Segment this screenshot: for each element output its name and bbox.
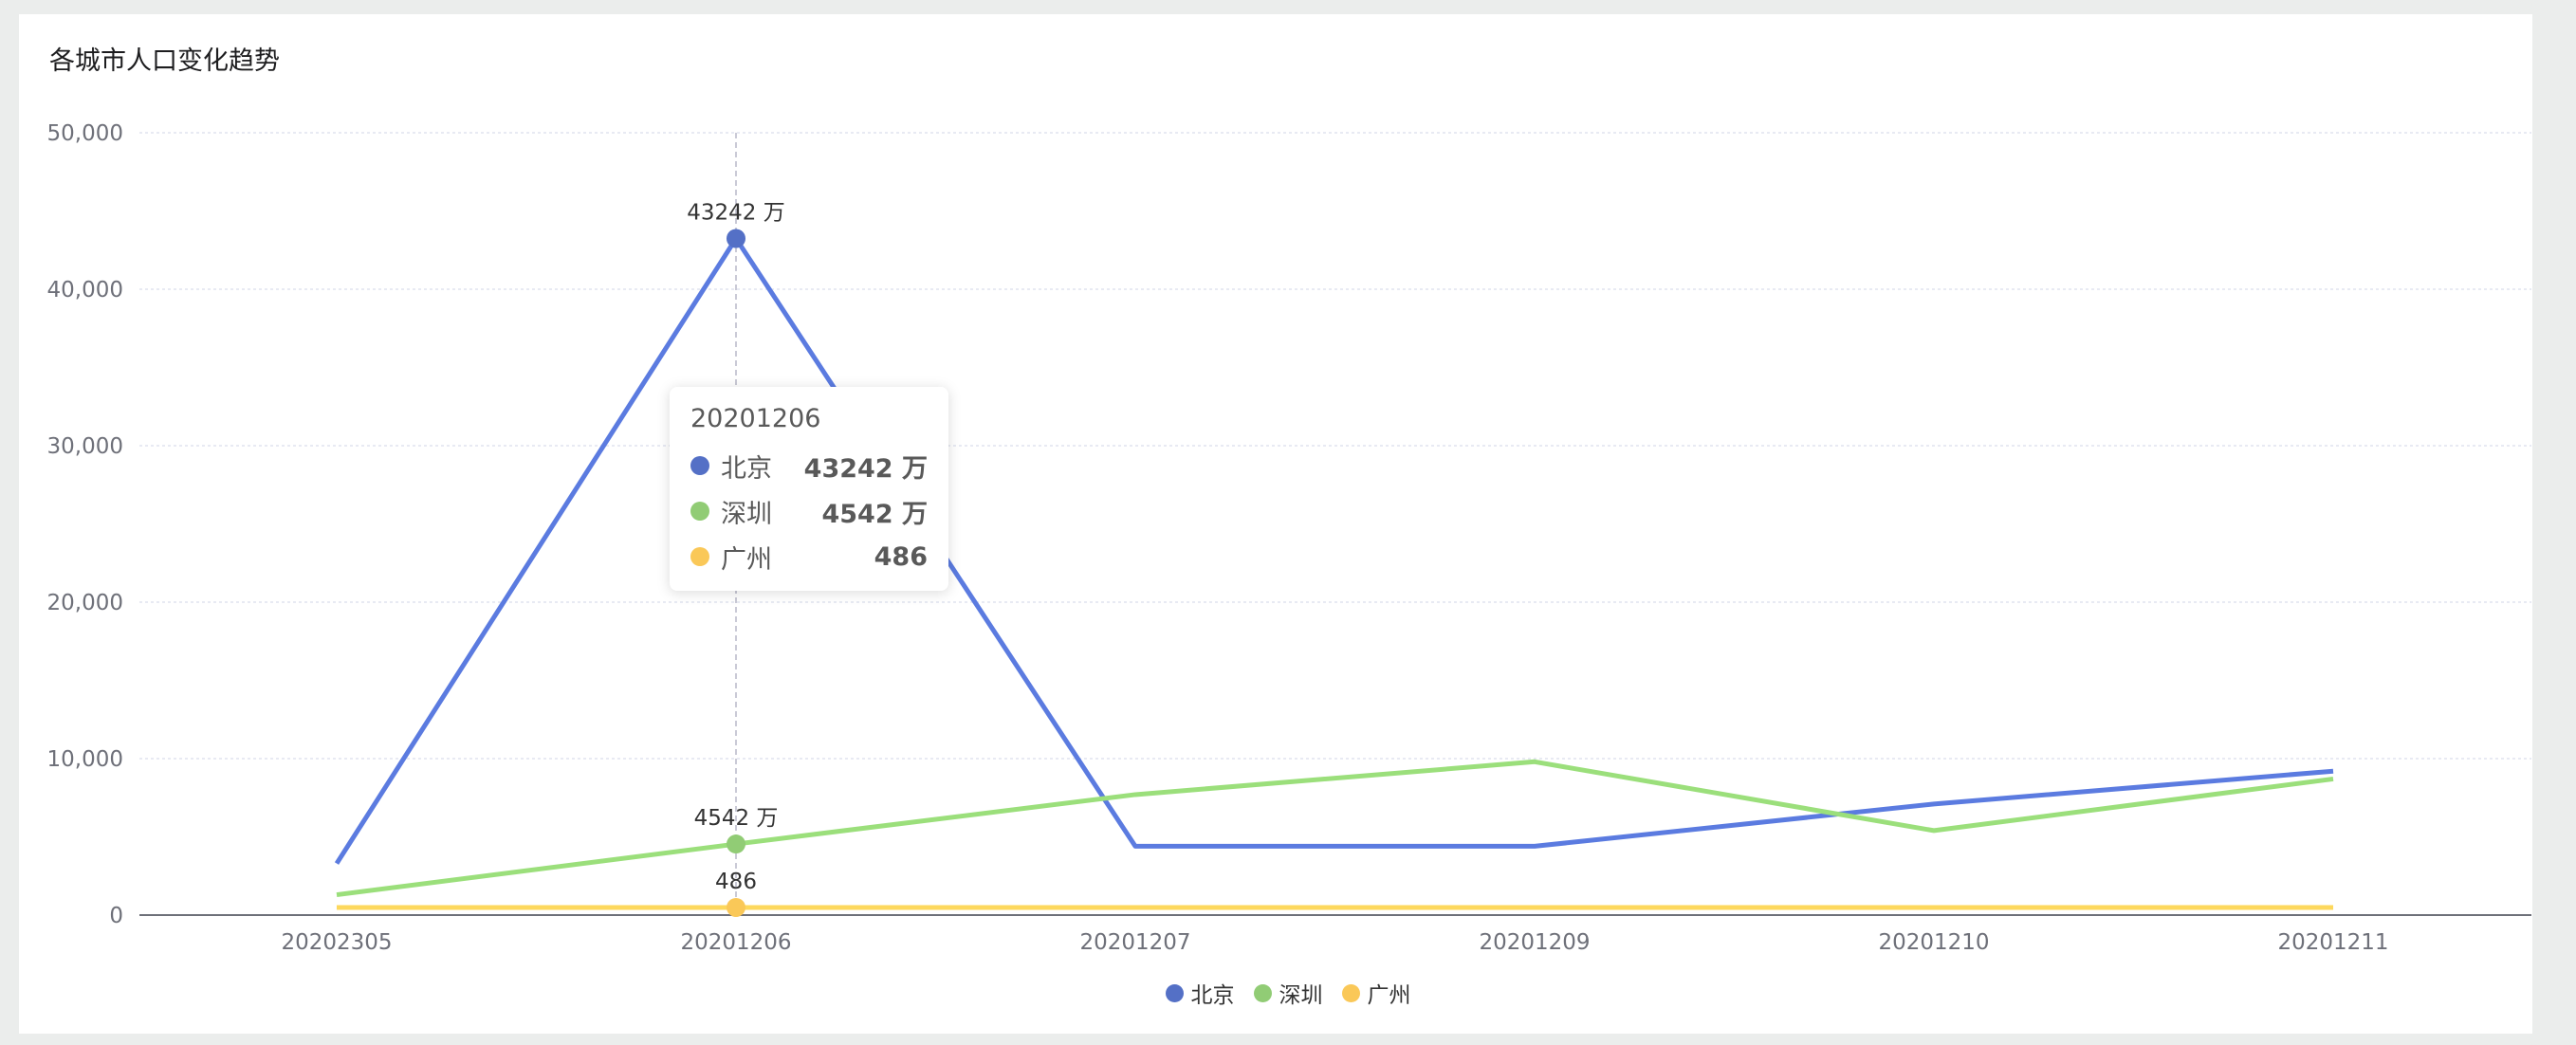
- legend-dot-icon: [1165, 983, 1184, 1002]
- tooltip-value: 486: [874, 541, 928, 572]
- tooltip-value: 43242 万: [803, 453, 928, 484]
- data-label: 486: [715, 870, 757, 894]
- tooltip-row-shenzhen: 深圳 4542 万: [690, 488, 928, 534]
- tooltip-title: 20201206: [690, 404, 821, 433]
- data-label: 4542 万: [694, 806, 779, 831]
- data-label: 43242 万: [687, 201, 784, 226]
- y-tick-label: 20,000: [47, 591, 123, 615]
- y-tick-label: 0: [109, 904, 123, 928]
- legend-label: 深圳: [1279, 983, 1323, 1008]
- x-tick-label: 20201207: [1079, 930, 1190, 955]
- y-tick-label: 50,000: [47, 121, 123, 146]
- series-dot-icon: [690, 502, 709, 521]
- x-tick-label: 20201211: [2277, 930, 2388, 955]
- y-tick-label: 30,000: [47, 434, 123, 459]
- y-tick-label: 10,000: [47, 747, 123, 772]
- tooltip-row-beijing: 北京 43242 万: [690, 443, 928, 488]
- tooltip-row-guangzhou: 广州 486: [690, 534, 928, 579]
- data-point: [727, 897, 745, 917]
- x-tick-label: 20201210: [1878, 930, 1989, 955]
- series-dot-icon: [690, 547, 709, 566]
- legend: 北京 深圳 广州: [0, 977, 2576, 1009]
- chart-card: [19, 14, 2532, 1034]
- legend-item-beijing[interactable]: 北京: [1165, 977, 1235, 1009]
- x-tick-label: 20201206: [680, 930, 791, 955]
- tooltip-series-name: 深圳: [721, 499, 772, 529]
- series-line-1: [336, 759, 2334, 898]
- y-tick-label: 40,000: [47, 278, 123, 302]
- legend-label: 北京: [1190, 983, 1235, 1008]
- series-line-0: [334, 236, 2334, 865]
- legend-label: 广州: [1367, 983, 1411, 1008]
- tooltip-series-name: 北京: [721, 453, 772, 484]
- chart-title: 各城市人口变化趋势: [49, 46, 280, 76]
- tooltip-value: 4542 万: [821, 499, 928, 529]
- data-point: [727, 834, 745, 854]
- data-point: [727, 229, 745, 248]
- legend-dot-icon: [1341, 983, 1360, 1002]
- series-dot-icon: [690, 456, 709, 475]
- legend-item-guangzhou[interactable]: 广州: [1341, 977, 1411, 1009]
- tooltip: 20201206 北京 43242 万 深圳 4542 万 广州 486: [670, 387, 948, 591]
- legend-item-shenzhen[interactable]: 深圳: [1253, 977, 1323, 1009]
- tooltip-series-name: 广州: [721, 544, 772, 575]
- x-tick-label: 20201209: [1479, 930, 1590, 955]
- legend-dot-icon: [1253, 983, 1272, 1002]
- x-tick-label: 20202305: [281, 930, 392, 955]
